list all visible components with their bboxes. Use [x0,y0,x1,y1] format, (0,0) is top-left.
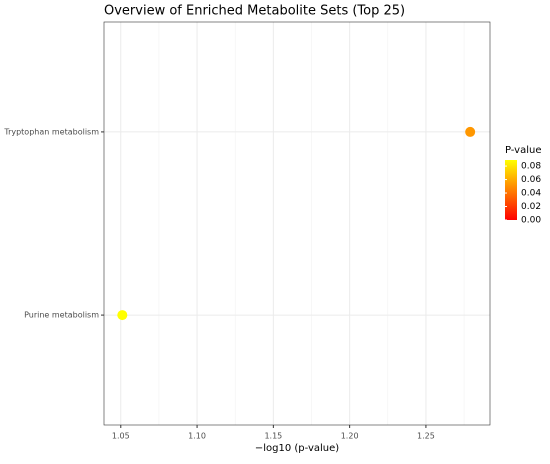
x-tick-label: 1.15 [264,432,282,441]
point [465,126,476,137]
x-tick-label: 1.25 [417,432,435,441]
x-tick-label: 1.05 [112,432,130,441]
x-tick-label: 1.10 [188,432,206,441]
colorbar-tick-label: 0.00 [521,216,541,226]
legend-title: P-value [505,145,541,156]
colorbar-tick-label: 0.06 [521,175,541,185]
x-axis-label: −log10 (p-value) [255,443,339,454]
chart-title: Overview of Enriched Metabolite Sets (To… [104,4,405,19]
x-tick-label: 1.20 [341,432,359,441]
point [117,310,128,321]
panel-border [103,21,491,426]
y-tick-label: Tryptophan metabolism [3,127,99,136]
y-tick-label: Purine metabolism [24,311,99,320]
colorbar-tick-label: 0.08 [521,162,541,172]
colorbar [505,160,517,220]
colorbar-tick-label: 0.04 [521,189,541,199]
colorbar-tick-label: 0.02 [521,202,541,212]
